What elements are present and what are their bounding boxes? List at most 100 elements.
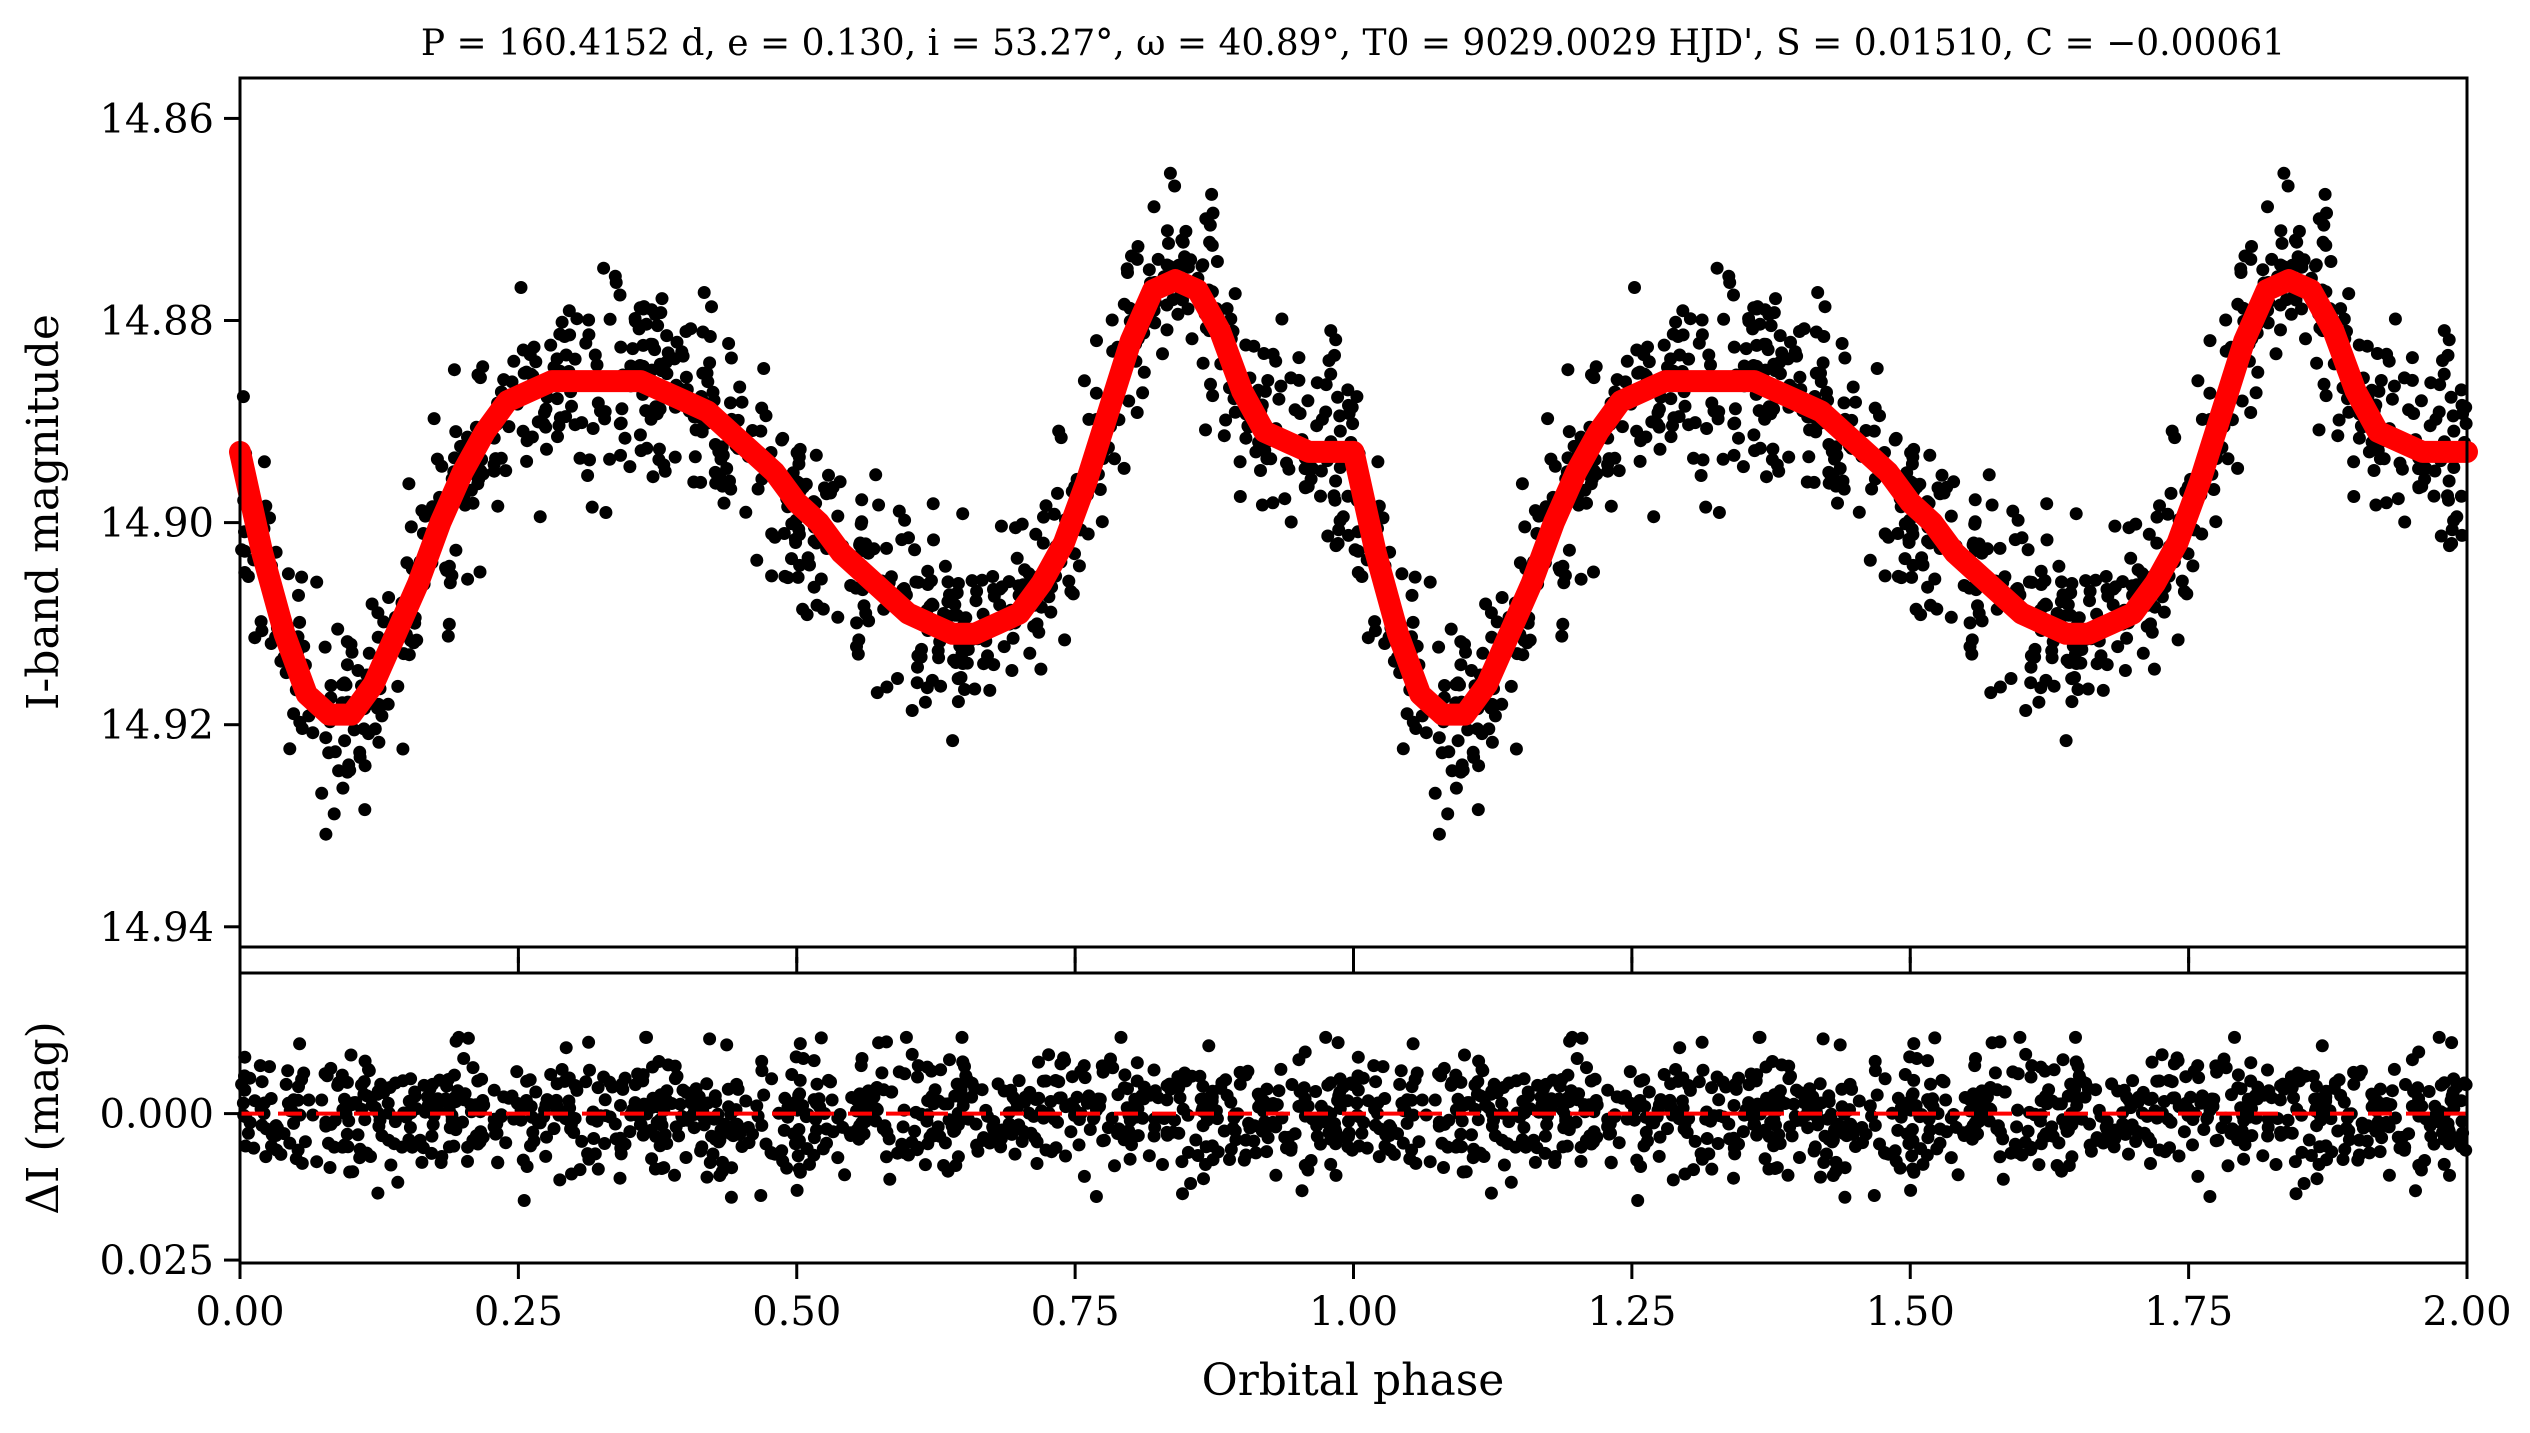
- top-data-point: [994, 519, 1008, 533]
- residual-point: [700, 1170, 714, 1184]
- residual-point: [1773, 1084, 1787, 1098]
- residual-point: [1458, 1048, 1471, 1062]
- top-data-point: [2175, 574, 2189, 588]
- top-data-point: [975, 573, 989, 587]
- top-data-point: [1476, 646, 1490, 660]
- residual-point: [2373, 1082, 2387, 1096]
- top-data-point: [1998, 570, 2012, 584]
- top-data-point: [1753, 317, 1767, 331]
- residual-point: [883, 1172, 897, 1186]
- residual-point: [2382, 1168, 2396, 1182]
- residual-point: [1049, 1141, 1063, 1155]
- top-data-point: [1562, 425, 1576, 439]
- residual-point: [1284, 1140, 1298, 1154]
- residual-point: [1351, 1050, 1365, 1064]
- top-data-point: [720, 462, 734, 475]
- residual-point: [456, 1115, 469, 1129]
- residual-point: [281, 1064, 295, 1078]
- top-data-point: [2168, 431, 2182, 445]
- top-data-point: [1423, 575, 1437, 589]
- residual-point: [2010, 1120, 2024, 1134]
- top-data-point: [1432, 827, 1446, 841]
- residual-point: [2285, 1126, 2299, 1140]
- top-data-point: [1461, 723, 1475, 737]
- top-data-point: [2447, 461, 2461, 474]
- top-data-point: [447, 363, 461, 377]
- top-data-point: [2089, 573, 2103, 587]
- residual-point: [2089, 1083, 2103, 1097]
- residual-point: [618, 1137, 632, 1151]
- residual-point: [971, 1144, 985, 1158]
- top-data-point: [1963, 616, 1977, 630]
- residual-point: [1410, 1066, 1424, 1080]
- residual-point: [1114, 1030, 1128, 1044]
- residual-point: [1197, 1172, 1210, 1186]
- residual-point: [1784, 1069, 1797, 1083]
- top-data-point: [653, 402, 667, 416]
- residual-point: [1270, 1098, 1284, 1112]
- top-data-point: [476, 467, 490, 481]
- residual-point: [555, 1063, 569, 1076]
- top-data-point: [1345, 400, 1359, 414]
- top-data-point: [544, 338, 558, 352]
- top-data-point: [776, 431, 790, 445]
- top-data-point: [1219, 413, 1233, 427]
- top-data-point: [750, 553, 764, 567]
- residual-point: [1770, 1161, 1784, 1175]
- residual-point: [2056, 1053, 2070, 1067]
- top-data-point: [1968, 493, 1982, 507]
- residual-point: [1993, 1035, 2007, 1049]
- residual-point: [2011, 1103, 2025, 1117]
- top-data-point: [986, 570, 1000, 583]
- top-data-point: [1837, 396, 1851, 410]
- residual-point: [2256, 1149, 2270, 1163]
- residual-point: [461, 1154, 474, 1168]
- top-data-point: [257, 455, 271, 469]
- top-data-point: [1769, 292, 1782, 306]
- residual-point: [1428, 1093, 1442, 1107]
- residual-point: [899, 1030, 913, 1044]
- top-data-point: [968, 682, 982, 696]
- residual-point: [494, 1108, 508, 1122]
- residual-point: [2228, 1030, 2241, 1044]
- top-y-ticks: 14.86 14.88 14.90 14.92 14.94: [99, 96, 240, 951]
- residual-point: [598, 1137, 612, 1150]
- residual-point: [1727, 1099, 1741, 1112]
- top-data-point: [1408, 570, 1422, 584]
- top-data-point: [281, 567, 295, 581]
- residual-point: [2273, 1093, 2287, 1107]
- top-data-point: [926, 598, 940, 612]
- top-data-point: [905, 704, 919, 717]
- residual-point: [882, 1132, 896, 1146]
- top-data-point: [694, 475, 708, 489]
- residual-point: [1722, 1117, 1736, 1131]
- residual-point: [247, 1141, 261, 1155]
- residual-point: [1705, 1081, 1719, 1095]
- residual-point: [2070, 1099, 2084, 1113]
- top-data-point: [2234, 266, 2248, 279]
- top-data-point: [1058, 633, 1072, 647]
- top-data-point: [1873, 409, 1886, 423]
- residual-point: [1824, 1107, 1838, 1121]
- top-data-point: [1878, 569, 1892, 583]
- top-data-point: [362, 646, 376, 660]
- residual-point: [510, 1065, 524, 1079]
- top-data-point: [1727, 340, 1741, 354]
- residual-point: [1588, 1072, 1602, 1086]
- top-data-point: [880, 680, 894, 694]
- residual-point: [2347, 1077, 2361, 1091]
- top-data-point: [1122, 394, 1136, 408]
- top-data-point: [2040, 533, 2054, 547]
- residual-point: [636, 1068, 650, 1082]
- top-data-point: [2310, 356, 2324, 370]
- residual-point: [1696, 1063, 1710, 1077]
- residual-point: [1601, 1083, 1615, 1097]
- top-data-point: [705, 300, 718, 314]
- residual-point: [447, 1139, 461, 1153]
- top-data-point: [1206, 206, 1220, 220]
- top-data-point: [1355, 570, 1369, 583]
- top-data-point: [1935, 468, 1949, 482]
- top-data-point: [2444, 390, 2458, 404]
- top-data-point: [1818, 300, 1832, 314]
- top-data-point: [1284, 515, 1298, 529]
